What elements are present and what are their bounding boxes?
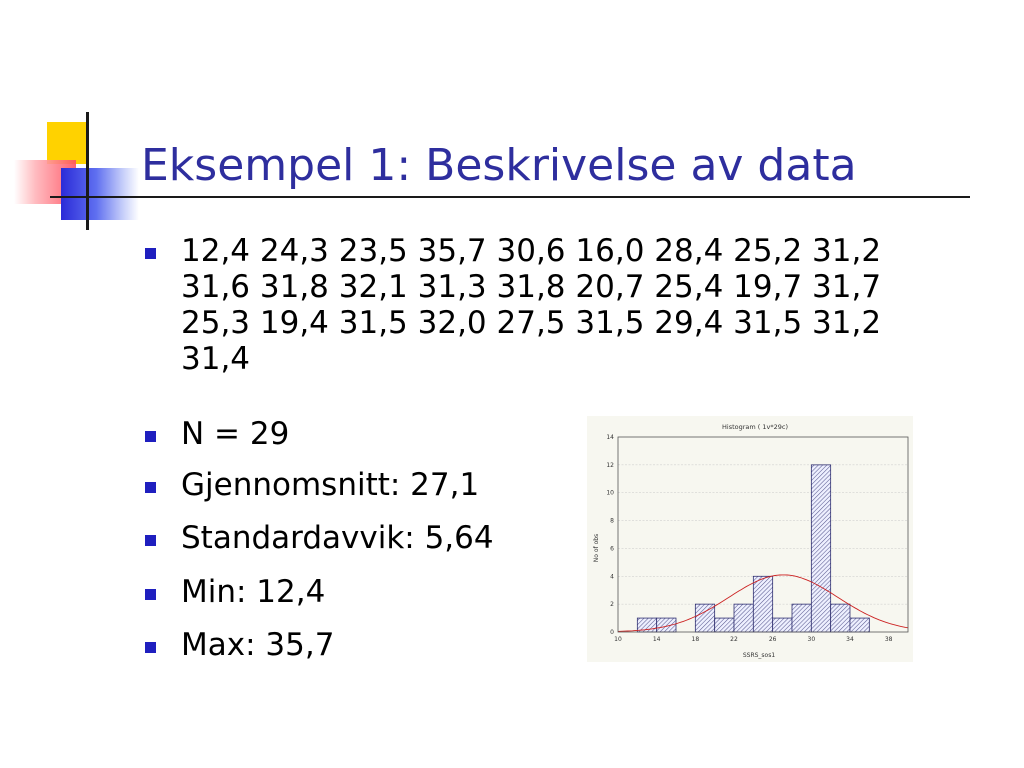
histogram-chart: Histogram ( 1v*29c) No of obs SSRS_sos1 … [587, 416, 913, 662]
slide-title: Eksempel 1: Beskrivelse av data [141, 140, 857, 191]
decor-blue-square [61, 168, 139, 220]
normal-curve-line [617, 574, 909, 632]
histogram-bar [791, 603, 812, 633]
x-tick-label: 18 [692, 636, 700, 643]
y-tick-label: 12 [606, 462, 614, 469]
y-tick-label: 4 [610, 573, 614, 580]
y-tick-label: 0 [610, 629, 614, 636]
decor-yellow-square [47, 122, 87, 164]
x-tick-label: 22 [730, 636, 738, 643]
bullet-text: 31,6 31,8 32,1 31,3 31,8 20,7 25,4 19,7 … [181, 269, 882, 305]
y-tick-label: 14 [606, 434, 614, 441]
histogram-bar [810, 464, 832, 633]
bullet-text: Max: 35,7 [181, 627, 335, 663]
y-axis-label: No of obs [593, 534, 600, 562]
x-tick-label: 26 [769, 636, 777, 643]
y-tick-label: 8 [610, 518, 614, 525]
histogram-bar [772, 617, 793, 633]
bullet-text: N = 29 [181, 416, 290, 452]
x-tick-label: 10 [614, 636, 622, 643]
bullet-marker [145, 482, 156, 493]
histogram-bar [733, 603, 754, 633]
chart-title: Histogram ( 1v*29c) [722, 423, 788, 431]
y-tick-label: 6 [610, 545, 614, 552]
plot-frame [617, 436, 909, 633]
bullet-text: Standardavvik: 5,64 [181, 520, 494, 556]
bullet-marker [145, 248, 156, 259]
bullet-marker [145, 431, 156, 442]
bullet-marker [145, 535, 156, 546]
histogram-bar [830, 603, 851, 633]
decor-vertical-line [86, 112, 89, 230]
y-tick-label: 10 [606, 490, 614, 497]
x-tick-label: 30 [808, 636, 816, 643]
bullet-text: Min: 12,4 [181, 574, 326, 610]
histogram-bar [714, 617, 735, 633]
x-tick-label: 34 [846, 636, 854, 643]
bullet-text: 25,3 19,4 31,5 32,0 27,5 31,5 29,4 31,5 … [181, 305, 882, 341]
bullet-marker [145, 642, 156, 653]
histogram-bar [752, 575, 774, 633]
x-tick-label: 14 [653, 636, 661, 643]
histogram-svg: Histogram ( 1v*29c) No of obs SSRS_sos1 … [587, 416, 913, 662]
x-axis-label: SSRS_sos1 [743, 652, 776, 659]
bullet-text: 12,4 24,3 23,5 35,7 30,6 16,0 28,4 25,2 … [181, 233, 882, 269]
bullet-marker [145, 589, 156, 600]
title-underline [50, 196, 970, 198]
bullet-text: Gjennomsnitt: 27,1 [181, 467, 480, 503]
bullet-text: 31,4 [181, 341, 251, 377]
y-tick-label: 2 [610, 601, 614, 608]
histogram-bar [849, 617, 870, 633]
x-tick-label: 38 [885, 636, 893, 643]
